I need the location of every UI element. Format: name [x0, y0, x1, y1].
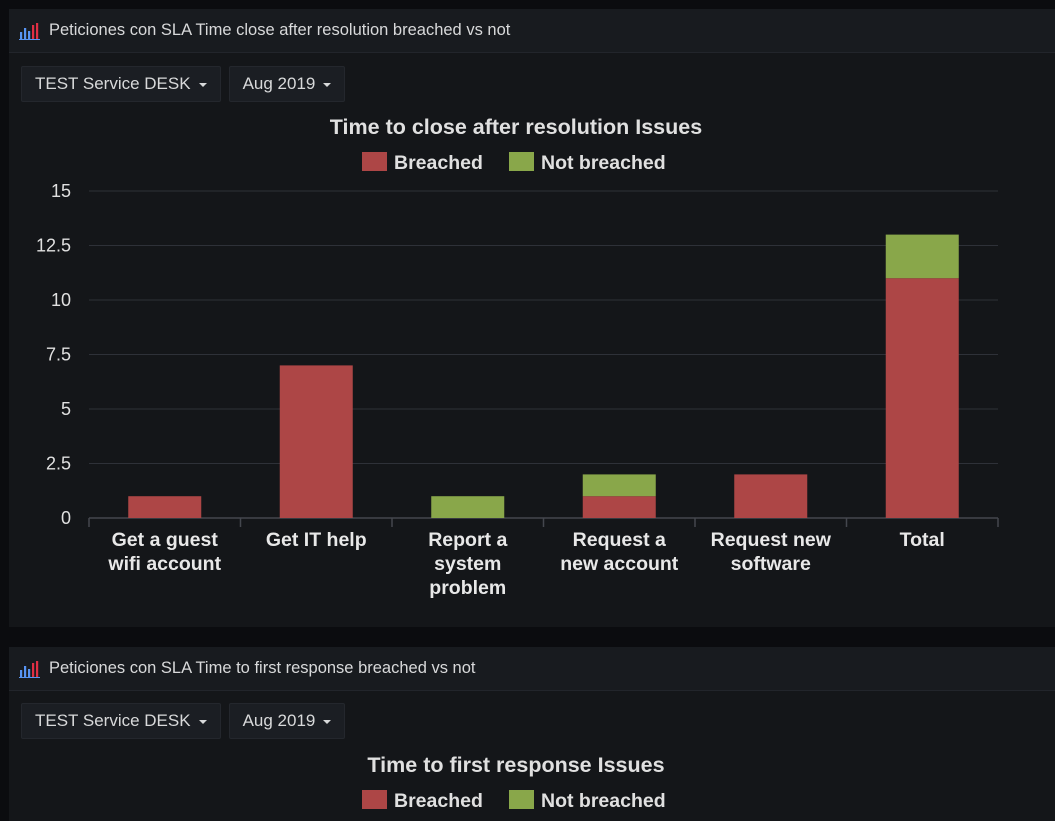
- project-dropdown-label: TEST Service DESK: [35, 74, 191, 93]
- chart-title: Time to close after resolution Issues: [330, 115, 702, 139]
- bar-breached[interactable]: [885, 278, 959, 518]
- bar-breached[interactable]: [734, 474, 808, 518]
- bar-not-breached[interactable]: [885, 234, 959, 279]
- project-dropdown[interactable]: TEST Service DESK: [21, 703, 221, 739]
- legend-breached-swatch[interactable]: [362, 152, 387, 171]
- period-dropdown-label: Aug 2019: [242, 74, 316, 93]
- legend-not-breached-swatch[interactable]: [509, 790, 534, 809]
- stacked-bar-chart-partial: Time to first response Issues Breached Not…: [362, 753, 666, 812]
- period-dropdown[interactable]: Aug 2019: [228, 703, 346, 739]
- bar-breached[interactable]: [582, 496, 656, 518]
- x-category-label: Get a guest: [112, 529, 219, 551]
- panel-time-close-after-resolution: Peticiones con SLA Time close after reso…: [9, 9, 1055, 627]
- period-dropdown[interactable]: Aug 2019: [228, 66, 346, 102]
- x-category-label: Get IT help: [266, 529, 367, 551]
- panel-header[interactable]: Peticiones con SLA Time close after reso…: [9, 9, 1055, 53]
- project-dropdown[interactable]: TEST Service DESK: [21, 66, 221, 102]
- y-tick-label: 2.5: [46, 454, 71, 474]
- panel-header[interactable]: Peticiones con SLA Time to first respons…: [9, 647, 1055, 691]
- x-category-label: system: [434, 553, 501, 575]
- y-tick-label: 12.5: [36, 236, 71, 256]
- legend-not-breached-swatch[interactable]: [509, 152, 534, 171]
- bar-breached[interactable]: [128, 496, 202, 518]
- legend-breached-label[interactable]: Breached: [394, 152, 483, 174]
- panel-time-to-first-response: Peticiones con SLA Time to first respons…: [9, 647, 1055, 821]
- period-dropdown-label: Aug 2019: [242, 711, 316, 730]
- x-category-label: Report a: [428, 529, 507, 551]
- variable-dropdowns: TEST Service DESK Aug 2019: [21, 703, 346, 739]
- caret-down-icon: [198, 83, 207, 87]
- bar-breached[interactable]: [279, 365, 353, 518]
- stacked-bar-chart: Time to close after resolution Issues Bre…: [36, 115, 999, 599]
- legend-not-breached-label[interactable]: Not breached: [541, 152, 666, 174]
- x-category-label: software: [731, 553, 811, 575]
- caret-down-icon: [323, 83, 332, 87]
- x-category-label: wifi account: [107, 553, 221, 575]
- project-dropdown-label: TEST Service DESK: [35, 711, 191, 730]
- bar-not-breached[interactable]: [431, 496, 505, 518]
- caret-down-icon: [198, 720, 207, 724]
- x-category-label: Total: [900, 529, 945, 551]
- x-category-label: Request new: [711, 529, 832, 551]
- x-category-label: new account: [560, 553, 679, 575]
- panel-title: Peticiones con SLA Time to first respons…: [49, 659, 476, 677]
- y-tick-label: 5: [61, 399, 71, 419]
- variable-dropdowns: TEST Service DESK Aug 2019: [21, 66, 346, 102]
- x-category-label: problem: [429, 577, 506, 599]
- bar-chart-icon: [19, 22, 41, 40]
- legend-breached-swatch[interactable]: [362, 790, 387, 809]
- x-category-label: Request a: [573, 529, 666, 551]
- legend-not-breached-label[interactable]: Not breached: [541, 790, 666, 812]
- y-tick-label: 0: [61, 508, 71, 528]
- y-tick-label: 7.5: [46, 345, 71, 365]
- panel-title: Peticiones con SLA Time close after reso…: [49, 21, 511, 39]
- bar-not-breached[interactable]: [582, 474, 656, 497]
- bar-chart-icon: [19, 660, 41, 678]
- legend-breached-label[interactable]: Breached: [394, 790, 483, 812]
- caret-down-icon: [323, 720, 332, 724]
- chart-title: Time to first response Issues: [367, 753, 664, 777]
- y-tick-label: 10: [51, 290, 71, 310]
- y-tick-label: 15: [51, 181, 71, 201]
